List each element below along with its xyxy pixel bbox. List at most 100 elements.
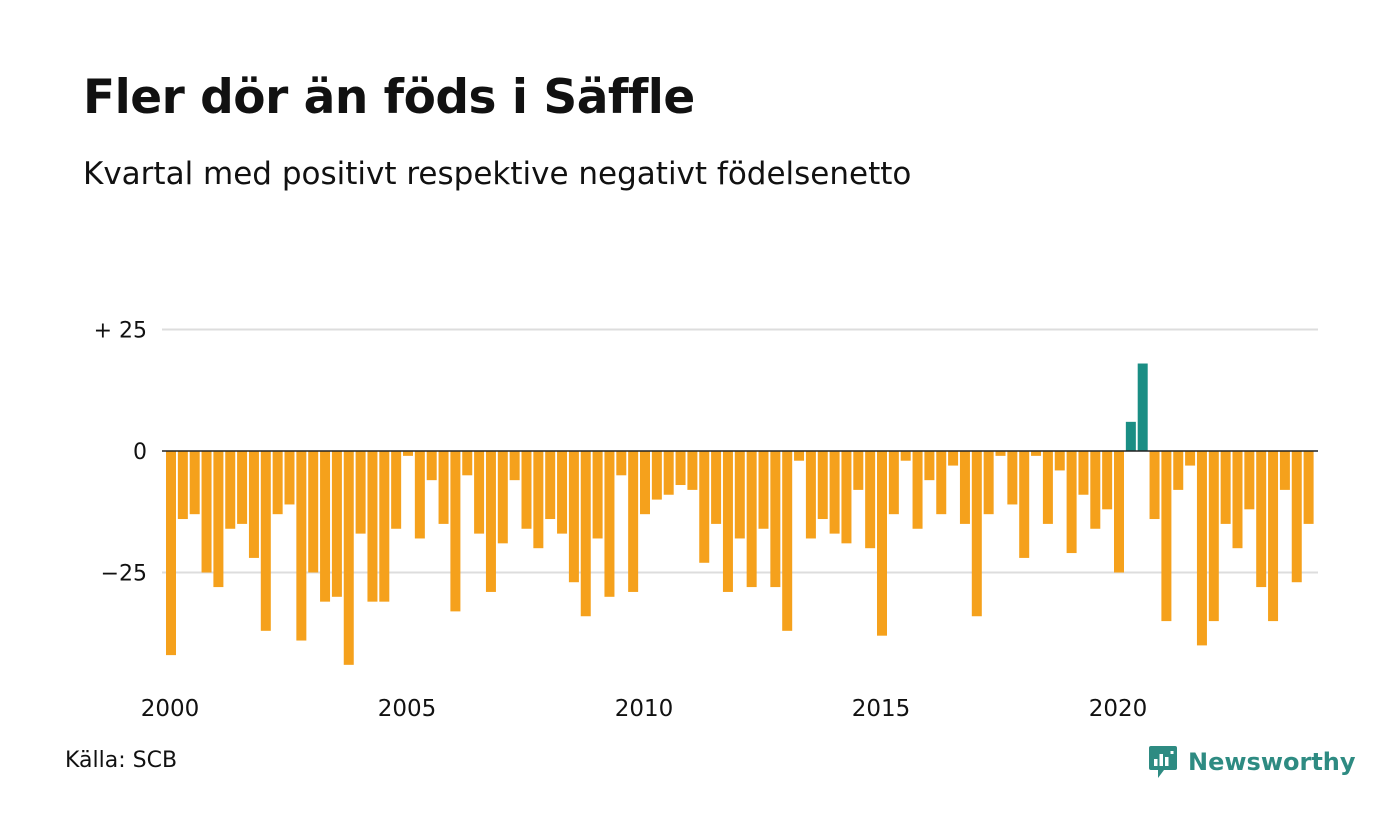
- bar: [320, 451, 331, 602]
- bar: [1031, 451, 1042, 456]
- bar: [438, 451, 449, 524]
- y-tick-label: 0: [133, 440, 147, 465]
- bar: [1279, 451, 1290, 490]
- brand-name: Newsworthy: [1188, 748, 1356, 776]
- bar: [367, 451, 378, 602]
- bar: [663, 451, 674, 495]
- bar: [1137, 363, 1148, 451]
- bar: [568, 451, 579, 583]
- bar: [1303, 451, 1314, 524]
- bar: [1185, 451, 1196, 466]
- bar: [675, 451, 686, 486]
- bar: [1090, 451, 1101, 529]
- bar: [237, 451, 248, 524]
- axis: + 25 0 −25 2000 2005 2010 2015 2020: [94, 319, 1318, 722]
- bar: [426, 451, 437, 481]
- bar: [189, 451, 200, 515]
- bar: [260, 451, 271, 631]
- bar: [770, 451, 781, 588]
- bar: [177, 451, 188, 520]
- bar: [877, 451, 887, 636]
- bar: [722, 451, 733, 592]
- bar: [1102, 451, 1113, 510]
- bar: [711, 451, 722, 524]
- bar: [1114, 451, 1124, 573]
- bar: [343, 451, 354, 665]
- y-tick-label: + 25: [94, 319, 147, 344]
- y-tick-label: −25: [101, 562, 147, 587]
- bar: [699, 451, 710, 563]
- bar: [1220, 451, 1231, 524]
- chart-bubble-icon: [1149, 746, 1177, 778]
- bar: [746, 451, 757, 588]
- brand-logo: Newsworthy: [1148, 744, 1356, 780]
- bar: [900, 451, 911, 461]
- bar: [794, 451, 805, 461]
- bar: [616, 451, 627, 476]
- bar: [734, 451, 745, 539]
- bar: [865, 451, 876, 549]
- bar: [912, 451, 923, 529]
- bar: [403, 451, 413, 456]
- bar: [248, 451, 259, 558]
- bar: [497, 451, 508, 544]
- bar: [1125, 421, 1136, 451]
- bar: [1268, 451, 1279, 622]
- x-tick-label: 2005: [378, 696, 437, 722]
- bar: [959, 451, 970, 524]
- bar: [888, 451, 899, 515]
- bar: [592, 451, 603, 539]
- bar: [166, 451, 176, 656]
- bar: [853, 451, 864, 490]
- bar: [580, 451, 591, 617]
- bar: [817, 451, 828, 520]
- bar: [758, 451, 769, 529]
- bar: [545, 451, 556, 520]
- chart-subtitle: Kvartal med positivt respektive negativt…: [83, 156, 912, 192]
- source-note: Källa: SCB: [65, 748, 178, 773]
- bar: [971, 451, 982, 617]
- bar: [450, 451, 461, 612]
- bar: [379, 451, 390, 602]
- bar: [509, 451, 520, 481]
- bar: [1019, 451, 1030, 558]
- bar: [1078, 451, 1089, 495]
- bar: [474, 451, 485, 534]
- bar: [533, 451, 544, 549]
- bar: [1161, 451, 1172, 622]
- bar: [414, 451, 425, 539]
- bar: [687, 451, 698, 490]
- grid-lines: [162, 328, 1318, 574]
- bar: [296, 451, 307, 641]
- bar: [485, 451, 496, 592]
- bar: [213, 451, 224, 588]
- bar: [782, 451, 793, 631]
- bar: [557, 451, 568, 534]
- bar: [1066, 451, 1077, 554]
- bar: [628, 451, 639, 592]
- bars: [166, 363, 1314, 665]
- bar: [462, 451, 473, 476]
- bar: [1244, 451, 1255, 510]
- bar: [1208, 451, 1219, 622]
- bar: [1256, 451, 1267, 588]
- bar: [948, 451, 959, 466]
- x-tick-label: 2010: [615, 696, 674, 722]
- bar: [284, 451, 295, 505]
- bar: [355, 451, 366, 534]
- bar: [640, 451, 650, 515]
- bar: [272, 451, 283, 515]
- x-tick-label: 2015: [852, 696, 911, 722]
- bar: [983, 451, 994, 515]
- bar: [1291, 451, 1302, 583]
- bar: [829, 451, 840, 534]
- x-tick-label: 2020: [1089, 696, 1148, 722]
- bar: [1054, 451, 1065, 471]
- bar: [841, 451, 852, 544]
- bar: [521, 451, 532, 529]
- bar: [995, 451, 1006, 456]
- bar: [225, 451, 236, 529]
- bar: [201, 451, 212, 573]
- bar: [1149, 451, 1160, 520]
- bar: [1173, 451, 1184, 490]
